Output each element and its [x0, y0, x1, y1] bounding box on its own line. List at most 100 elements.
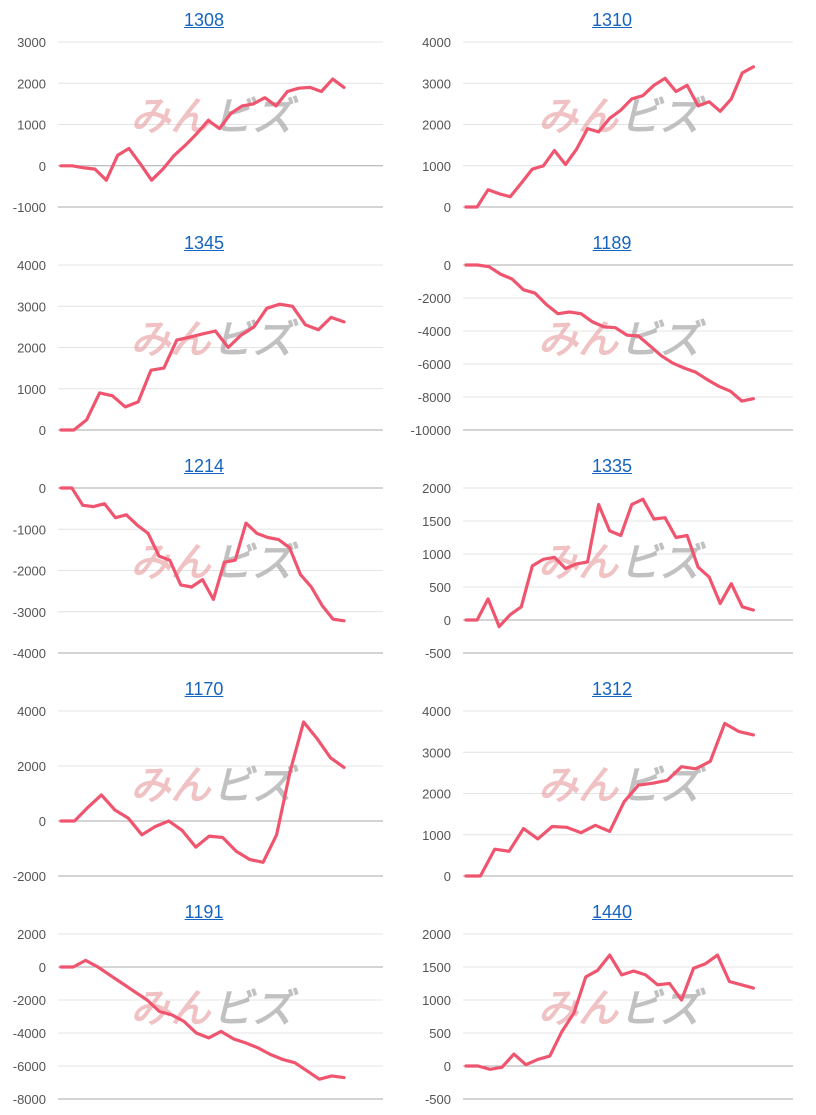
chart-panel-1191: 1191 2000 0 -2000 -4000 -6000 -8000 みん ビズ [0, 892, 408, 1115]
y-tick-label: 0 [444, 258, 451, 273]
line-chart: 4000 3000 2000 1000 0 みん ビズ [422, 704, 793, 884]
series-line [59, 302, 346, 432]
y-tick-label: 3000 [17, 35, 46, 50]
y-tick-label: 0 [39, 159, 46, 174]
y-tick-label: 0 [39, 960, 46, 975]
line-chart: 2000 1500 1000 500 0 -500 みん ビズ [422, 927, 793, 1107]
y-tick-label: -500 [425, 1092, 451, 1107]
chart-title-link[interactable]: 1170 [184, 679, 224, 699]
chart-panel-1214: 1214 0 -1000 -2000 -3000 -4000 みん ビズ [0, 446, 408, 669]
y-tick-label: 3000 [422, 76, 451, 91]
y-tick-label: 0 [39, 481, 46, 496]
series-line [464, 721, 755, 878]
chart-panel-1170: 1170 4000 2000 0 -2000 みん ビズ [0, 669, 408, 892]
line-chart: 2000 1500 1000 500 0 -500 みん ビズ [422, 481, 793, 661]
watermark-logo: みん ビズ [131, 986, 300, 1032]
line-chart: 4000 3000 2000 1000 0 みん ビズ [422, 35, 793, 215]
chart-title-link[interactable]: 1310 [591, 10, 633, 30]
line-chart: 2000 0 -2000 -4000 -6000 -8000 みん ビズ [13, 927, 383, 1107]
series-line [59, 720, 346, 864]
y-tick-label: 3000 [422, 745, 451, 760]
line-chart: 4000 2000 0 -2000 みん ビズ [13, 704, 383, 884]
y-tick-label: 500 [429, 1026, 451, 1041]
chart-title-link[interactable]: 1335 [591, 456, 633, 476]
series-line [464, 953, 755, 1071]
y-tick-label: 1000 [422, 993, 451, 1008]
y-tick-label: 2000 [17, 76, 46, 91]
y-tick-label: 1000 [422, 547, 451, 562]
chart-title-link[interactable]: 1312 [591, 679, 633, 699]
chart-panel-1310: 1310 4000 3000 2000 1000 0 みん ビズ [408, 0, 816, 223]
y-tick-label: 4000 [17, 704, 46, 719]
y-tick-label: -8000 [13, 1092, 46, 1107]
y-tick-label: 1000 [17, 118, 46, 133]
watermark-logo: みん ビズ [131, 763, 300, 809]
series-line [464, 263, 755, 403]
series-line [59, 958, 346, 1081]
y-tick-label: -4000 [13, 646, 46, 661]
y-tick-label: 0 [444, 1059, 451, 1074]
watermark-logo: みん ビズ [538, 317, 707, 363]
y-tick-label: -2000 [13, 869, 46, 884]
chart-title-link[interactable]: 1345 [183, 233, 225, 253]
watermark-logo: みん ビズ [131, 317, 300, 363]
y-tick-label: -10000 [411, 423, 451, 438]
y-tick-label: 2000 [422, 118, 451, 133]
series-line [59, 486, 346, 623]
y-tick-label: 0 [444, 613, 451, 628]
series-line [464, 497, 755, 629]
svg-text:ビズ: ビズ [620, 540, 707, 586]
svg-text:ビズ: ビズ [620, 986, 707, 1032]
y-tick-label: -8000 [418, 390, 451, 405]
chart-title-link[interactable]: 1191 [184, 902, 224, 922]
chart-panel-1312: 1312 4000 3000 2000 1000 0 みん ビズ [408, 669, 816, 892]
y-tick-label: 2000 [422, 927, 451, 942]
y-tick-label: 2000 [17, 759, 46, 774]
line-chart: 3000 2000 1000 0 -1000 みん ビズ [13, 35, 383, 215]
chart-title-link[interactable]: 1440 [591, 902, 633, 922]
svg-text:ビズ: ビズ [620, 94, 707, 140]
chart-title-link[interactable]: 1308 [183, 10, 225, 30]
series-line [464, 65, 755, 209]
chart-title-link[interactable]: 1214 [183, 456, 225, 476]
svg-text:ビズ: ビズ [620, 763, 707, 809]
y-tick-label: -4000 [418, 324, 451, 339]
watermark-logo: みん ビズ [538, 540, 707, 586]
y-tick-label: 4000 [422, 704, 451, 719]
y-tick-label: 2000 [422, 787, 451, 802]
svg-text:みん: みん [538, 94, 620, 140]
svg-text:みん: みん [131, 986, 213, 1032]
chart-panel-1308: 1308 3000 2000 1000 0 -1000 みん ビズ [0, 0, 408, 223]
y-tick-label: -2000 [13, 564, 46, 579]
y-tick-label: 0 [444, 200, 451, 215]
y-tick-label: 2000 [17, 341, 46, 356]
line-chart: 4000 3000 2000 1000 0 みん ビズ [17, 258, 383, 438]
chart-panel-1189: 1189 0 -2000 -4000 -6000 -8000 -10000 みん ビズ [408, 223, 816, 446]
svg-text:ビズ: ビズ [213, 986, 300, 1032]
y-tick-label: 500 [429, 580, 451, 595]
svg-text:みん: みん [131, 317, 213, 363]
y-tick-label: -1000 [13, 522, 46, 537]
y-tick-label: 0 [444, 869, 451, 884]
watermark-logo: みん ビズ [538, 986, 707, 1032]
y-tick-label: 1500 [422, 960, 451, 975]
svg-text:みん: みん [538, 763, 620, 809]
y-tick-label: -3000 [13, 605, 46, 620]
y-tick-label: 2000 [422, 481, 451, 496]
y-tick-label: -4000 [13, 1026, 46, 1041]
chart-panel-1345: 1345 4000 3000 2000 1000 0 みん ビズ [0, 223, 408, 446]
y-tick-label: 0 [39, 814, 46, 829]
svg-text:みん: みん [131, 94, 213, 140]
y-tick-label: 2000 [17, 927, 46, 942]
watermark-logo: みん ビズ [538, 763, 707, 809]
y-tick-label: -6000 [13, 1059, 46, 1074]
y-tick-label: 0 [39, 423, 46, 438]
y-tick-label: 1000 [17, 382, 46, 397]
series-line [59, 77, 346, 182]
y-tick-label: -2000 [418, 291, 451, 306]
chart-title-link[interactable]: 1189 [592, 233, 632, 253]
y-tick-label: 1000 [422, 828, 451, 843]
chart-panel-1335: 1335 2000 1500 1000 500 0 -500 みん ビズ [408, 446, 816, 669]
